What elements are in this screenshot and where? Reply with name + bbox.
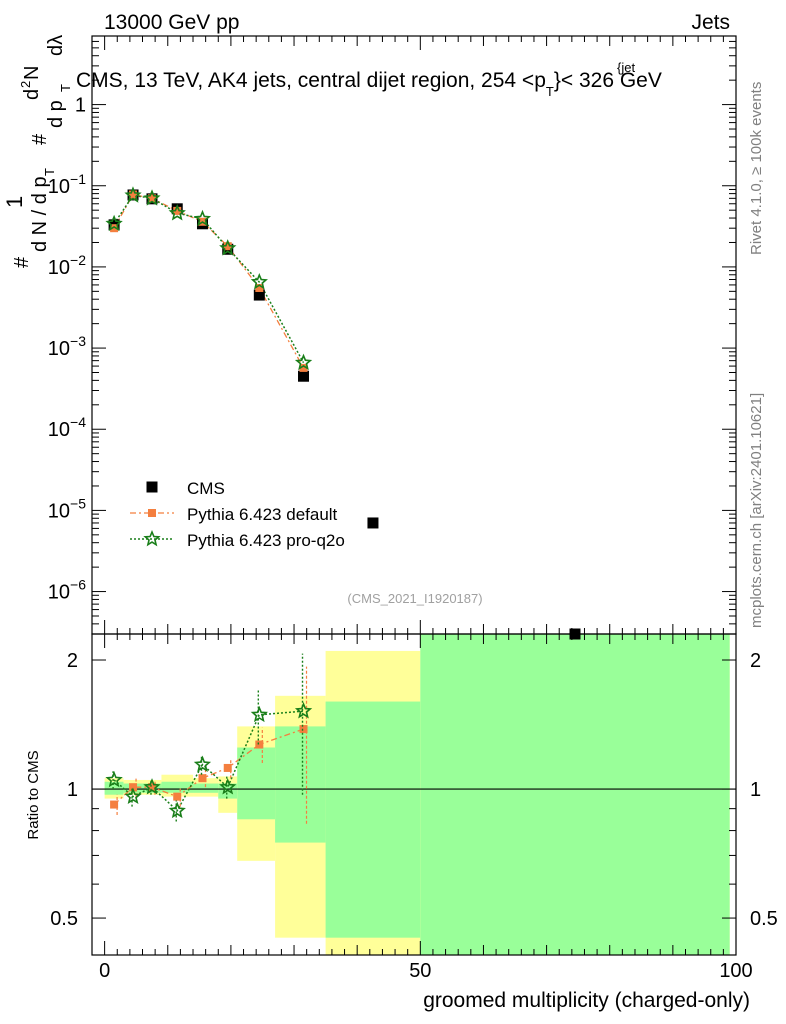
analysis-reference: (CMS_2021_I1920187) [347, 591, 482, 606]
proq2o-point [105, 214, 123, 232]
ratio-y-tick-label-right: 2 [750, 650, 761, 672]
ratio-proq2o-point [168, 801, 186, 819]
ratio-y-tick-label: 2 [67, 650, 78, 672]
default-point [110, 224, 119, 233]
ratio-default-point [110, 800, 119, 809]
x-tick-label: 50 [409, 960, 431, 982]
legend-cms-label: CMS [187, 479, 225, 498]
legend: CMS Pythia 6.423 default Pythia 6.423 pro-… [130, 479, 345, 550]
ratio-y-tick-label: 0.5 [50, 908, 78, 930]
plot-title-main: CMS, 13 TeV, AK4 jets, central dijet reg… [76, 69, 534, 92]
main-y-tick-label: 10−4 [48, 414, 86, 441]
ratio-default-point [198, 774, 207, 783]
default-point [147, 194, 156, 203]
y-label-dl: dλ [45, 35, 67, 56]
ratio-default-point [223, 763, 232, 772]
main-y-tick-label: 1 [75, 95, 86, 117]
proq2o-point [250, 273, 268, 290]
legend-proq2o-label: Pythia 6.423 pro-q2o [187, 531, 345, 550]
main-y-tick-label: 10−2 [48, 252, 86, 279]
legend-proq2o-marker [143, 529, 161, 547]
y-label-dp: d p [45, 100, 67, 128]
default-point [223, 242, 232, 251]
proq2o-point [143, 189, 161, 206]
ratio-proq2o-point [294, 701, 313, 719]
ratio-proq2o-point [193, 755, 212, 772]
plot-title: CMS, 13 TeV, AK4 jets, central dijet reg… [76, 69, 662, 99]
plot-title-sup: {jet [617, 60, 635, 75]
x-axis-label: groomed multiplicity (charged-only) [423, 989, 750, 1012]
cms-data-point [367, 517, 379, 529]
y-label-dndp: d N / d p [29, 176, 51, 252]
default-line [113, 193, 305, 369]
main-y-tick-label: 10−6 [48, 577, 86, 604]
ratio-y-tick-label-right: 1 [750, 779, 761, 801]
default-point [299, 363, 308, 372]
y-label-one: 1 [2, 196, 27, 208]
ratio-y-tick-label-right: 0.5 [750, 908, 778, 930]
proq2o-line [113, 194, 305, 364]
proq2o-point [219, 239, 237, 256]
main-y-tick-label: 10−3 [48, 333, 86, 360]
ratio-proq2o-point [143, 778, 161, 795]
ratio-y-tick-label: 1 [67, 779, 78, 801]
band-green-8 [325, 701, 421, 938]
ratio-proq2o-point [219, 778, 237, 795]
band-green-9 [420, 634, 730, 955]
band-green-3 [161, 781, 194, 793]
plot-title-tail: }< 326 GeV [554, 69, 662, 92]
legend-default-marker [148, 509, 156, 517]
ratio-default-point [299, 725, 308, 734]
band-green-6 [237, 747, 276, 820]
x-tick-label: 0 [99, 960, 110, 982]
mcplots-label: mcplots.cern.ch [arXiv:2401.10621] [748, 393, 765, 628]
legend-default-label: Pythia 6.423 default [187, 505, 338, 524]
y-axis-label: # 1 d N / d p T # d p T d 2 N dλ [2, 35, 73, 268]
ratio-proq2o-point [105, 770, 123, 788]
y-label-hash: # [11, 256, 33, 268]
y-label-d2n: d [21, 89, 43, 100]
proq2o-point [294, 353, 313, 371]
main-y-tick-label: 10−1 [48, 171, 86, 198]
header-left: 13000 GeV pp [104, 11, 239, 34]
y-label-t2: T [58, 84, 73, 92]
rivet-label: Rivet 4.1.0, ≥ 100k events [748, 82, 765, 255]
ratio-default-point [147, 783, 156, 792]
proq2o-point [124, 186, 142, 203]
y-label-hash2: # [29, 133, 51, 145]
ratio-plot-frame [91, 633, 737, 956]
y-label-n: N [21, 66, 43, 80]
cms-data-point [298, 370, 310, 382]
y-label-t1: T [42, 168, 57, 176]
main-y-tick-label: 10−5 [48, 495, 86, 522]
plot-title-sub: T [546, 84, 554, 99]
ratio-proq2o-point [124, 787, 142, 804]
uncertainty-bands [104, 634, 730, 955]
cms-data-point [569, 628, 581, 640]
ratio-default-point [255, 740, 264, 749]
header-right: Jets [691, 11, 730, 34]
default-point [255, 283, 264, 292]
default-point [129, 190, 138, 199]
band-green-4 [193, 783, 219, 793]
legend-cms-marker [146, 481, 158, 493]
proq2o-point [193, 209, 212, 227]
default-point [173, 206, 182, 215]
cms-data-point [253, 289, 265, 301]
ratio-default-point [129, 783, 138, 792]
x-tick-label: 100 [719, 960, 752, 982]
ratio-y-axis-label: Ratio to CMS [25, 750, 42, 839]
band-green-7 [275, 726, 326, 843]
proq2o-point [168, 203, 186, 221]
ratio-default-point [173, 792, 182, 801]
plot-title-p: p [534, 69, 546, 92]
y-label-two: 2 [18, 81, 33, 88]
ratio-proq2o-point [250, 705, 269, 723]
